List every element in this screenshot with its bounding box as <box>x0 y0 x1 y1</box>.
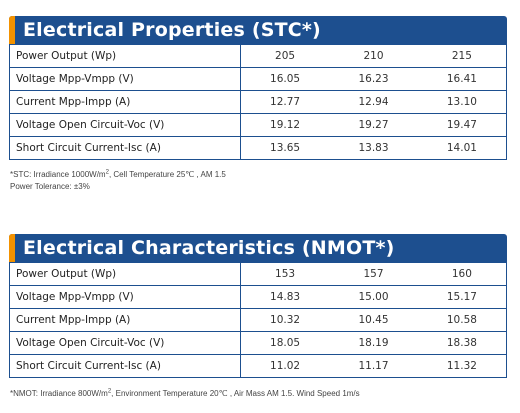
row-label: Voltage Mpp-Vmpp (V) <box>9 67 241 91</box>
table-row: Power Output (Wp) 205 210 215 <box>9 44 507 68</box>
stc-section: Electrical Properties (STC*) Power Outpu… <box>9 16 507 160</box>
cell-value: 13.65 <box>240 136 330 160</box>
cell-value: 18.38 <box>417 331 507 355</box>
cell-value: 16.05 <box>240 67 330 91</box>
table-row: Voltage Open Circuit-Voc (V) 19.12 19.27… <box>9 113 507 137</box>
cell-value: 19.12 <box>240 113 330 137</box>
cell-value: 18.05 <box>240 331 330 355</box>
row-label: Current Mpp-Impp (A) <box>9 90 241 114</box>
cell-value: 157 <box>329 262 418 286</box>
row-label: Power Output (Wp) <box>9 262 241 286</box>
nmot-note-suffix: , Environment Temperature 20℃ , Air Mass… <box>111 389 360 398</box>
table-row: Current Mpp-Impp (A) 10.32 10.45 10.58 <box>9 308 507 332</box>
stc-note-prefix: *STC: Irradiance 1000W/m <box>10 170 106 179</box>
cell-value: 10.32 <box>240 308 330 332</box>
cell-value: 16.23 <box>329 67 418 91</box>
cell-value: 15.00 <box>329 285 418 309</box>
nmot-note-sup: 2 <box>107 388 112 395</box>
row-label: Current Mpp-Impp (A) <box>9 308 241 332</box>
nmot-note-prefix: *NMOT: Irradiance 800W/m <box>10 389 108 398</box>
cell-value: 13.10 <box>417 90 507 114</box>
stc-note-sup: 2 <box>105 169 109 176</box>
cell-value: 12.77 <box>240 90 330 114</box>
cell-value: 18.19 <box>329 331 418 355</box>
cell-value: 16.41 <box>417 67 507 91</box>
row-label: Voltage Mpp-Vmpp (V) <box>9 285 241 309</box>
table-row: Power Output (Wp) 153 157 160 <box>9 262 507 286</box>
nmot-title: Electrical Characteristics (NMOT*) <box>23 237 395 259</box>
nmot-section: Electrical Characteristics (NMOT*) Power… <box>9 234 507 378</box>
cell-value: 14.01 <box>417 136 507 160</box>
orange-accent-stripe <box>9 234 15 262</box>
row-label: Short Circuit Current-Isc (A) <box>9 136 241 160</box>
cell-value: 205 <box>240 44 330 68</box>
cell-value: 19.27 <box>329 113 418 137</box>
cell-value: 11.32 <box>417 354 507 378</box>
stc-title-bar: Electrical Properties (STC*) <box>9 16 507 44</box>
stc-title: Electrical Properties (STC*) <box>23 19 321 41</box>
cell-value: 19.47 <box>417 113 507 137</box>
nmot-footnote: *NMOT: Irradiance 800W/m2, Environment T… <box>10 388 360 399</box>
nmot-title-bar: Electrical Characteristics (NMOT*) <box>9 234 507 262</box>
nmot-table: Power Output (Wp) 153 157 160 Voltage Mp… <box>9 262 507 378</box>
stc-footnote: *STC: Irradiance 1000W/m2, Cell Temperat… <box>10 169 226 180</box>
cell-value: 210 <box>329 44 418 68</box>
table-row: Short Circuit Current-Isc (A) 13.65 13.8… <box>9 136 507 160</box>
orange-accent-stripe <box>9 16 15 44</box>
cell-value: 11.17 <box>329 354 418 378</box>
cell-value: 160 <box>417 262 507 286</box>
table-row: Voltage Mpp-Vmpp (V) 14.83 15.00 15.17 <box>9 285 507 309</box>
stc-table: Power Output (Wp) 205 210 215 Voltage Mp… <box>9 44 507 160</box>
row-label: Short Circuit Current-Isc (A) <box>9 354 241 378</box>
table-row: Voltage Mpp-Vmpp (V) 16.05 16.23 16.41 <box>9 67 507 91</box>
cell-value: 15.17 <box>417 285 507 309</box>
power-tolerance-note: Power Tolerance: ±3% <box>10 182 90 191</box>
row-label: Voltage Open Circuit-Voc (V) <box>9 113 241 137</box>
table-row: Voltage Open Circuit-Voc (V) 18.05 18.19… <box>9 331 507 355</box>
cell-value: 14.83 <box>240 285 330 309</box>
cell-value: 215 <box>417 44 507 68</box>
row-label: Voltage Open Circuit-Voc (V) <box>9 331 241 355</box>
cell-value: 10.58 <box>417 308 507 332</box>
cell-value: 153 <box>240 262 330 286</box>
table-row: Current Mpp-Impp (A) 12.77 12.94 13.10 <box>9 90 507 114</box>
row-label: Power Output (Wp) <box>9 44 241 68</box>
cell-value: 12.94 <box>329 90 418 114</box>
cell-value: 11.02 <box>240 354 330 378</box>
table-row: Short Circuit Current-Isc (A) 11.02 11.1… <box>9 354 507 378</box>
cell-value: 10.45 <box>329 308 418 332</box>
cell-value: 13.83 <box>329 136 418 160</box>
stc-note-suffix: , Cell Temperature 25℃ , AM 1.5 <box>108 170 226 179</box>
